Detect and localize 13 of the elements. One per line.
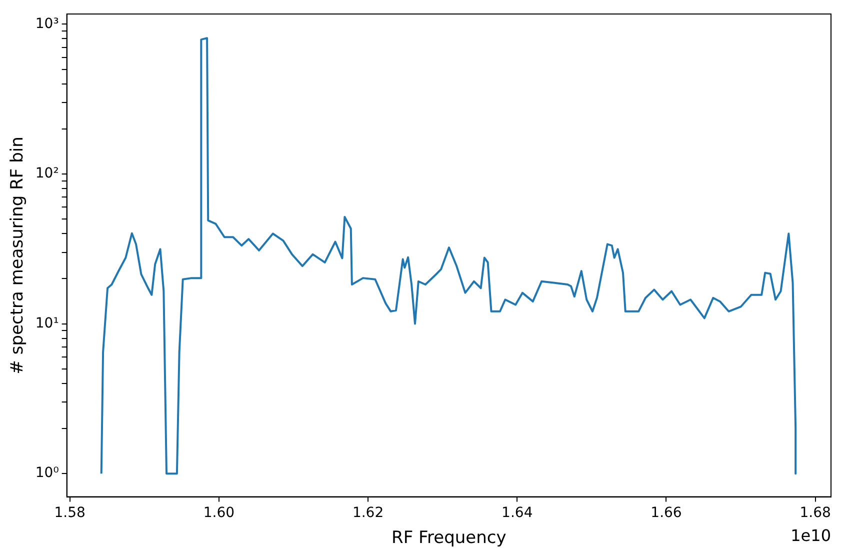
y-tick-label: 10¹ [35, 315, 59, 332]
x-tick-label: 1.68 [800, 504, 831, 521]
text: 1e10 [790, 526, 831, 545]
y-tick-label: 10³ [35, 16, 59, 32]
y-tick-label: 10⁰ [35, 465, 60, 482]
x-tick-label: 1.64 [502, 504, 533, 521]
x-tick-label: 1.66 [650, 504, 682, 521]
x-tick-label: 1.60 [203, 504, 234, 521]
y-axis-title: # spectra measuring RF bin [8, 136, 28, 374]
x-tick-label: 1.58 [54, 504, 86, 521]
x-tick-label: 1.62 [352, 504, 384, 521]
x-axis-title: RF Frequency [392, 528, 506, 548]
y-tick-label: 10² [35, 166, 59, 182]
